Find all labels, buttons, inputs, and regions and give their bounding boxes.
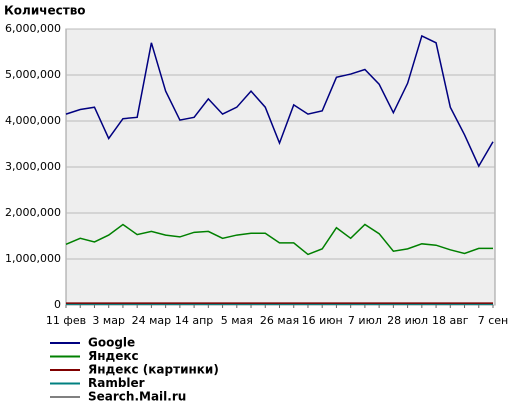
x-tick-label: 7 сен [478, 314, 509, 327]
legend-label: Яндекс (картинки) [88, 363, 219, 377]
y-tick-label: 5,000,000 [5, 68, 61, 81]
x-tick-label: 24 мар [132, 314, 172, 327]
x-tick-label: 7 июл [348, 314, 382, 327]
legend-label: Яндекс [88, 349, 139, 363]
y-tick-label: 4,000,000 [5, 114, 61, 127]
x-tick-label: 16 июн [302, 314, 343, 327]
chart-title: Количество [4, 4, 86, 18]
x-tick-label: 3 мар [92, 314, 125, 327]
x-tick-label: 14 апр [175, 314, 213, 327]
x-tick-label: 18 авг [432, 314, 469, 327]
legend-label: Search.Mail.ru [88, 390, 186, 404]
series-line [65, 34, 494, 168]
y-tick-label: 3,000,000 [5, 160, 61, 173]
y-tick-label: 0 [54, 298, 61, 311]
y-tick-label: 1,000,000 [5, 252, 61, 265]
legend-label: Google [88, 336, 135, 350]
series-line [65, 223, 493, 256]
x-tick-label: 28 июл [387, 314, 428, 327]
y-tick-label: 6,000,000 [5, 22, 61, 35]
y-tick-label: 2,000,000 [5, 206, 61, 219]
x-tick-label: 26 мая [260, 314, 299, 327]
x-tick-label: 11 фев [46, 314, 86, 327]
legend-label: Rambler [88, 376, 145, 390]
x-tick-label: 5 мая [221, 314, 253, 327]
